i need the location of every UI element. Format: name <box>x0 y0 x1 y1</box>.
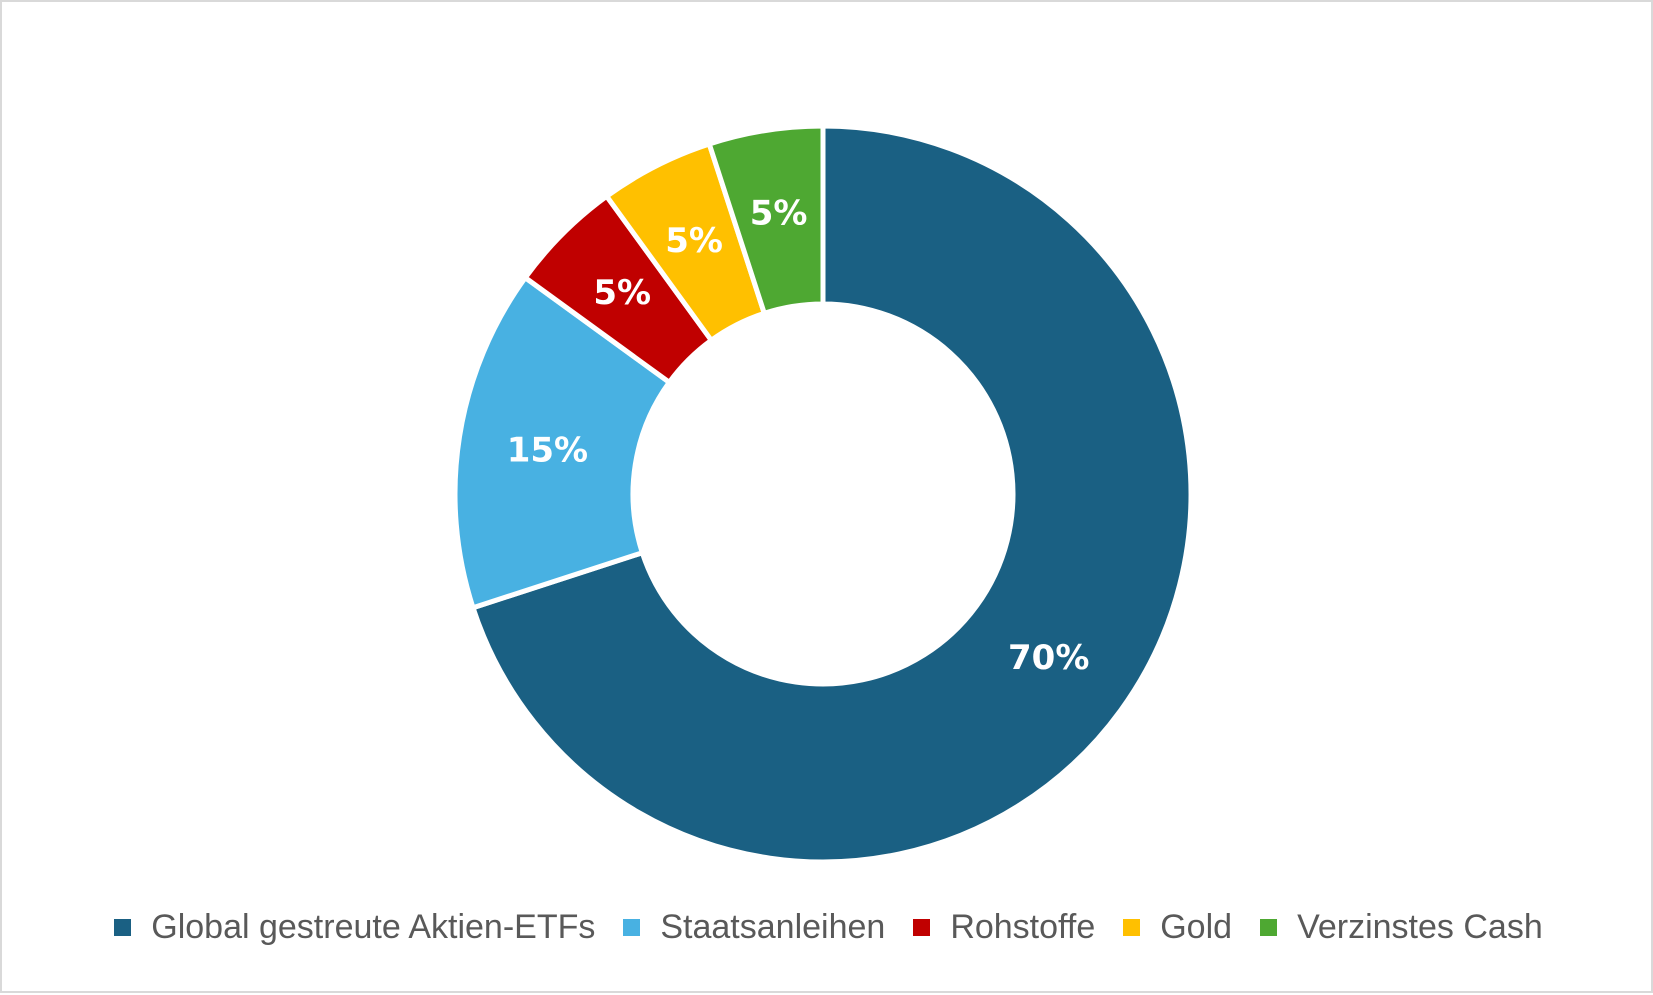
donut-slice-5 <box>706 123 826 317</box>
data-label-5: 5% <box>750 193 808 233</box>
data-label-3: 5% <box>593 273 651 313</box>
legend-label: Gold <box>1160 907 1233 946</box>
legend-label: Rohstoffe <box>950 907 1096 946</box>
legend-label: Staatsanleihen <box>660 907 886 946</box>
legend-item-3: Rohstoffe <box>913 908 1095 947</box>
legend-label: Verzinstes Cash <box>1297 907 1543 946</box>
legend-swatch <box>1123 918 1141 936</box>
legend-item-2: Staatsanleihen <box>623 908 885 947</box>
legend-item-4: Gold <box>1123 908 1232 947</box>
legend-swatch <box>913 918 931 936</box>
legend-item-5: Verzinstes Cash <box>1260 908 1543 947</box>
legend-swatch <box>1260 918 1278 936</box>
data-label-2: 15% <box>507 430 588 470</box>
donut-slice-2 <box>452 274 673 611</box>
legend-label: Global gestreute Aktien-ETFs <box>151 907 596 946</box>
chart-legend: Global gestreute Aktien-ETFs Staatsanleih… <box>2 904 1653 950</box>
legend-item-1: Global gestreute Aktien-ETFs <box>114 908 595 947</box>
legend-swatch <box>623 918 641 936</box>
donut-slice-1 <box>469 123 1194 865</box>
legend-swatch <box>114 918 132 936</box>
data-label-1: 70% <box>1008 638 1089 678</box>
data-label-4: 5% <box>665 221 723 261</box>
